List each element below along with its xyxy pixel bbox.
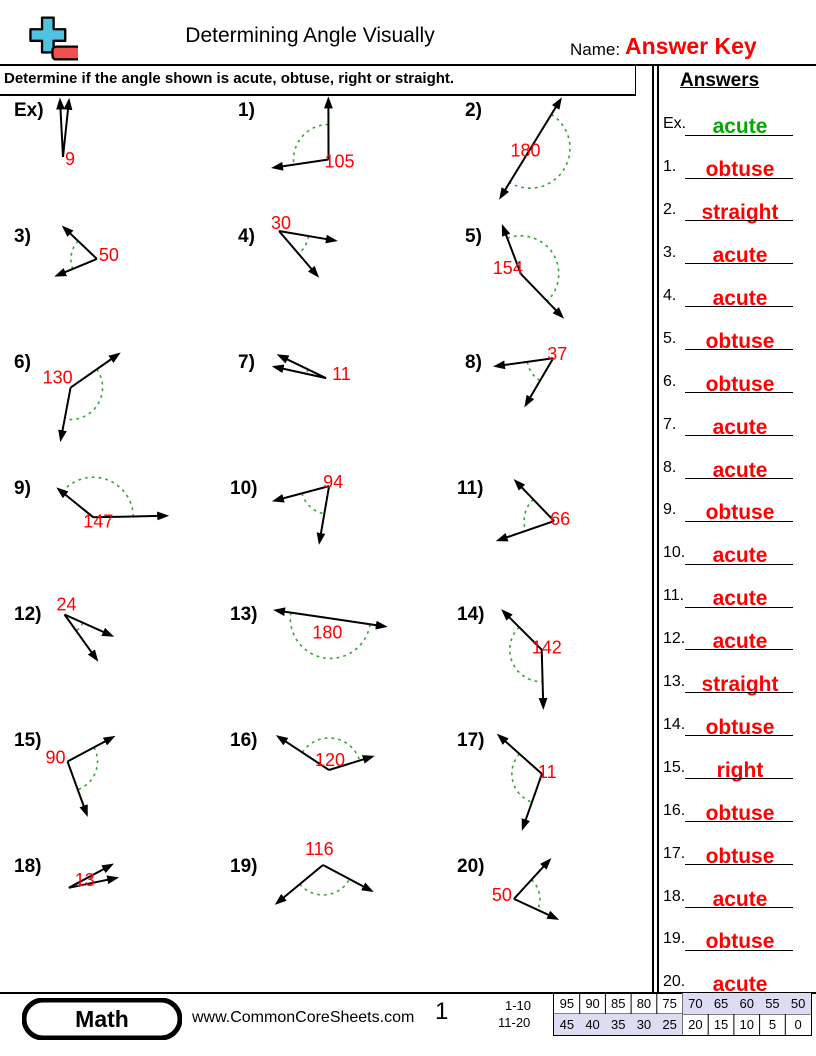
svg-text:13: 13 bbox=[75, 870, 95, 890]
svg-text:25: 25 bbox=[662, 1017, 676, 1032]
svg-text:116: 116 bbox=[305, 839, 334, 859]
svg-text:10: 10 bbox=[740, 1017, 754, 1032]
svg-text:50: 50 bbox=[492, 885, 512, 905]
svg-text:45: 45 bbox=[560, 1017, 574, 1032]
svg-text:37: 37 bbox=[547, 344, 567, 364]
svg-text:5: 5 bbox=[769, 1017, 776, 1032]
svg-text:Math: Math bbox=[75, 1006, 129, 1032]
svg-text:0: 0 bbox=[795, 1017, 802, 1032]
svg-text:65: 65 bbox=[714, 996, 728, 1011]
svg-text:40: 40 bbox=[585, 1017, 599, 1032]
svg-text:30: 30 bbox=[271, 213, 291, 233]
svg-text:30: 30 bbox=[637, 1017, 651, 1032]
svg-text:85: 85 bbox=[611, 996, 625, 1011]
svg-text:80: 80 bbox=[637, 996, 651, 1011]
svg-text:24: 24 bbox=[57, 594, 77, 614]
svg-text:60: 60 bbox=[740, 996, 754, 1011]
svg-text:15: 15 bbox=[714, 1017, 728, 1032]
svg-text:20: 20 bbox=[688, 1017, 702, 1032]
svg-text:55: 55 bbox=[765, 996, 779, 1011]
svg-text:75: 75 bbox=[662, 996, 676, 1011]
svg-text:70: 70 bbox=[688, 996, 702, 1011]
svg-text:95: 95 bbox=[560, 996, 574, 1011]
svg-text:90: 90 bbox=[585, 996, 599, 1011]
svg-text:35: 35 bbox=[611, 1017, 625, 1032]
svg-text:50: 50 bbox=[791, 996, 805, 1011]
